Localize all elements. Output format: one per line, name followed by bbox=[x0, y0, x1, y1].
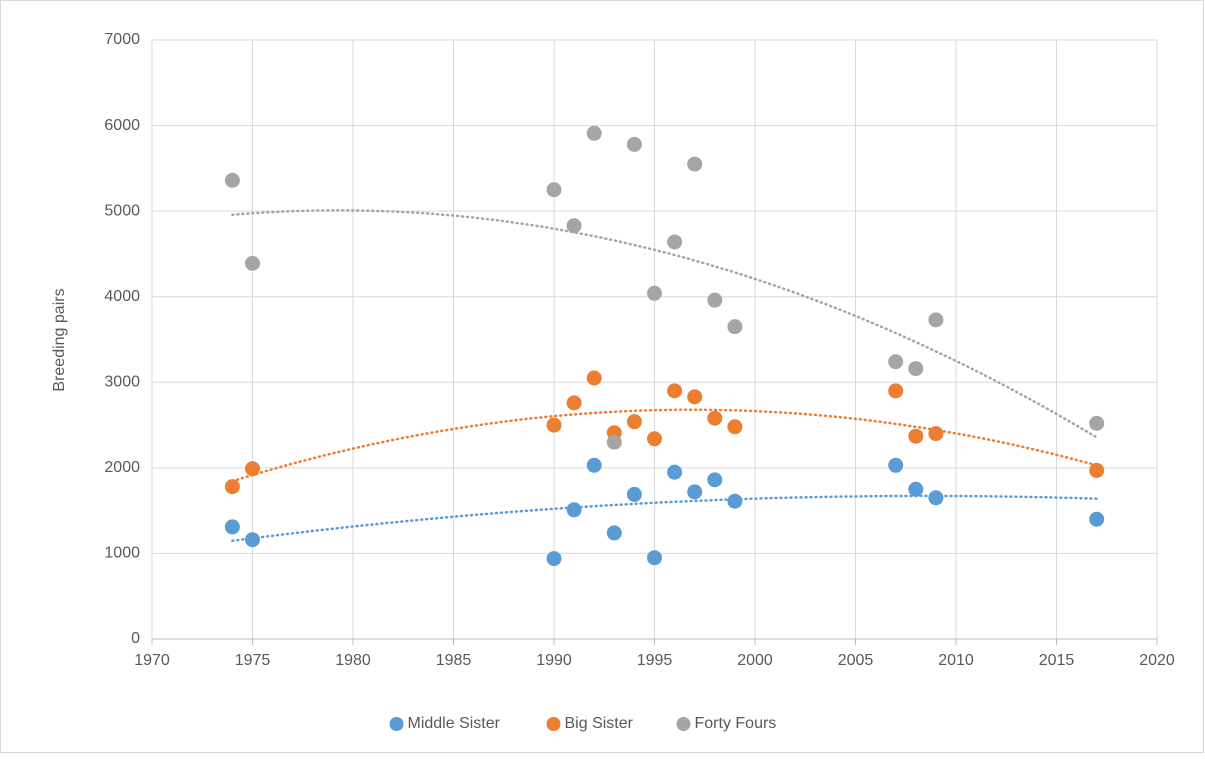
point bbox=[606, 434, 622, 450]
legend-marker bbox=[676, 717, 691, 731]
x-tick-label: 1985 bbox=[436, 652, 472, 669]
point bbox=[727, 319, 743, 335]
legend-label: Forty Fours bbox=[695, 715, 777, 732]
x-tick-label: 2010 bbox=[938, 652, 974, 669]
x-tick-label: 1970 bbox=[134, 652, 170, 669]
point bbox=[224, 519, 240, 535]
point bbox=[888, 457, 904, 473]
y-tick-label: 2000 bbox=[104, 459, 140, 476]
point bbox=[586, 125, 602, 141]
point bbox=[647, 550, 662, 566]
point bbox=[626, 486, 642, 502]
point bbox=[727, 493, 743, 509]
legend-marker bbox=[546, 717, 561, 731]
point bbox=[928, 490, 944, 506]
point bbox=[928, 426, 944, 442]
y-tick-label: 7000 bbox=[104, 31, 140, 48]
point bbox=[908, 428, 924, 444]
legend-marker bbox=[389, 717, 404, 731]
point bbox=[687, 484, 703, 500]
point bbox=[224, 172, 240, 188]
trendline bbox=[231, 209, 1098, 439]
point bbox=[586, 370, 602, 386]
point bbox=[586, 457, 602, 473]
legend-label: Big Sister bbox=[565, 715, 634, 732]
point bbox=[928, 312, 944, 328]
legend-label: Middle Sister bbox=[408, 715, 501, 732]
point bbox=[245, 255, 260, 271]
point bbox=[908, 481, 924, 497]
x-tick-label: 2000 bbox=[737, 652, 773, 669]
point bbox=[546, 182, 562, 198]
point bbox=[707, 472, 723, 488]
point bbox=[1089, 511, 1105, 527]
x-tick-label: 1980 bbox=[335, 652, 371, 669]
y-tick-label: 3000 bbox=[104, 374, 140, 391]
y-axis-label: Breeding pairs bbox=[51, 288, 68, 391]
point bbox=[224, 479, 240, 495]
point bbox=[888, 354, 904, 370]
point bbox=[727, 419, 743, 435]
y-tick-label: 5000 bbox=[104, 202, 140, 219]
point bbox=[546, 551, 562, 567]
point bbox=[667, 234, 683, 250]
y-tick-label: 0 bbox=[131, 630, 140, 647]
x-tick-label: 2005 bbox=[838, 652, 874, 669]
x-tick-label: 1995 bbox=[637, 652, 673, 669]
point bbox=[687, 156, 703, 172]
point bbox=[707, 292, 723, 308]
x-tick-label: 2015 bbox=[1039, 652, 1075, 669]
point bbox=[888, 383, 904, 399]
point bbox=[1089, 462, 1105, 478]
trendline bbox=[231, 408, 1098, 483]
x-tick-label: 2020 bbox=[1139, 652, 1175, 669]
point bbox=[566, 218, 582, 234]
point bbox=[626, 414, 642, 430]
trendline bbox=[231, 494, 1098, 543]
point bbox=[245, 532, 260, 548]
point bbox=[626, 136, 642, 152]
point bbox=[245, 461, 260, 477]
point bbox=[667, 383, 683, 399]
point bbox=[566, 395, 582, 411]
y-tick-label: 6000 bbox=[104, 117, 140, 134]
y-tick-label: 4000 bbox=[104, 288, 140, 305]
x-tick-label: 1975 bbox=[235, 652, 271, 669]
point bbox=[687, 389, 703, 405]
point bbox=[606, 525, 622, 541]
point bbox=[647, 431, 662, 447]
point bbox=[707, 410, 723, 426]
point bbox=[546, 417, 562, 433]
point bbox=[566, 502, 582, 518]
y-tick-label: 1000 bbox=[104, 545, 140, 562]
point bbox=[667, 464, 683, 480]
point bbox=[908, 361, 924, 377]
point bbox=[1089, 415, 1105, 431]
point bbox=[647, 285, 662, 301]
x-tick-label: 1990 bbox=[536, 652, 572, 669]
